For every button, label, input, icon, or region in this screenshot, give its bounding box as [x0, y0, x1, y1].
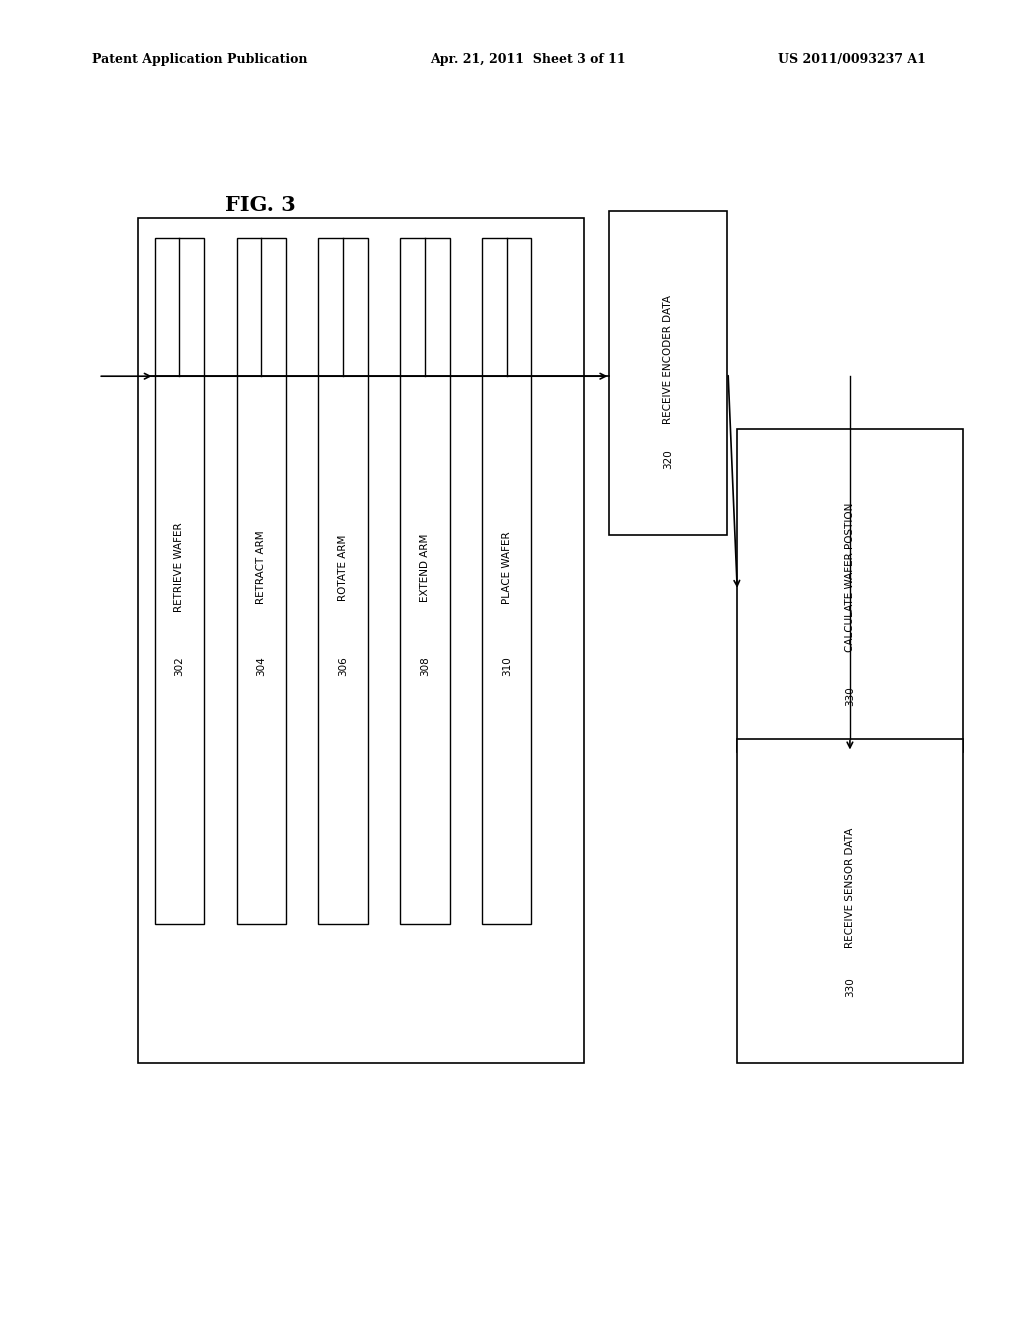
Text: 304: 304: [256, 657, 266, 676]
Text: PLACE WAFER: PLACE WAFER: [502, 531, 512, 605]
Bar: [138, 218, 584, 1063]
Text: RETRACT ARM: RETRACT ARM: [256, 531, 266, 605]
Text: 310: 310: [502, 657, 512, 676]
Text: RECEIVE ENCODER DATA: RECEIVE ENCODER DATA: [664, 296, 673, 424]
Text: 308: 308: [420, 657, 430, 676]
Text: Patent Application Publication: Patent Application Publication: [92, 53, 307, 66]
Bar: [155, 238, 204, 924]
Text: 330: 330: [845, 977, 855, 997]
Text: RETRIEVE WAFER: RETRIEVE WAFER: [174, 523, 184, 612]
Text: 302: 302: [174, 657, 184, 676]
Bar: [318, 238, 368, 924]
Text: CALCULATE WAFER POSTION: CALCULATE WAFER POSTION: [845, 503, 855, 652]
Text: EXTEND ARM: EXTEND ARM: [420, 533, 430, 602]
Text: RECEIVE SENSOR DATA: RECEIVE SENSOR DATA: [845, 828, 855, 948]
Text: FIG. 3: FIG. 3: [225, 194, 296, 215]
Bar: [400, 238, 450, 924]
Text: US 2011/0093237 A1: US 2011/0093237 A1: [778, 53, 926, 66]
Bar: [237, 238, 286, 924]
Bar: [609, 211, 727, 535]
Text: 306: 306: [338, 657, 348, 676]
Text: Apr. 21, 2011  Sheet 3 of 11: Apr. 21, 2011 Sheet 3 of 11: [430, 53, 626, 66]
Bar: [482, 238, 531, 924]
Bar: [737, 739, 963, 1063]
Text: 330: 330: [845, 686, 855, 706]
Text: 320: 320: [664, 449, 673, 469]
Bar: [737, 429, 963, 752]
Text: ROTATE ARM: ROTATE ARM: [338, 535, 348, 601]
